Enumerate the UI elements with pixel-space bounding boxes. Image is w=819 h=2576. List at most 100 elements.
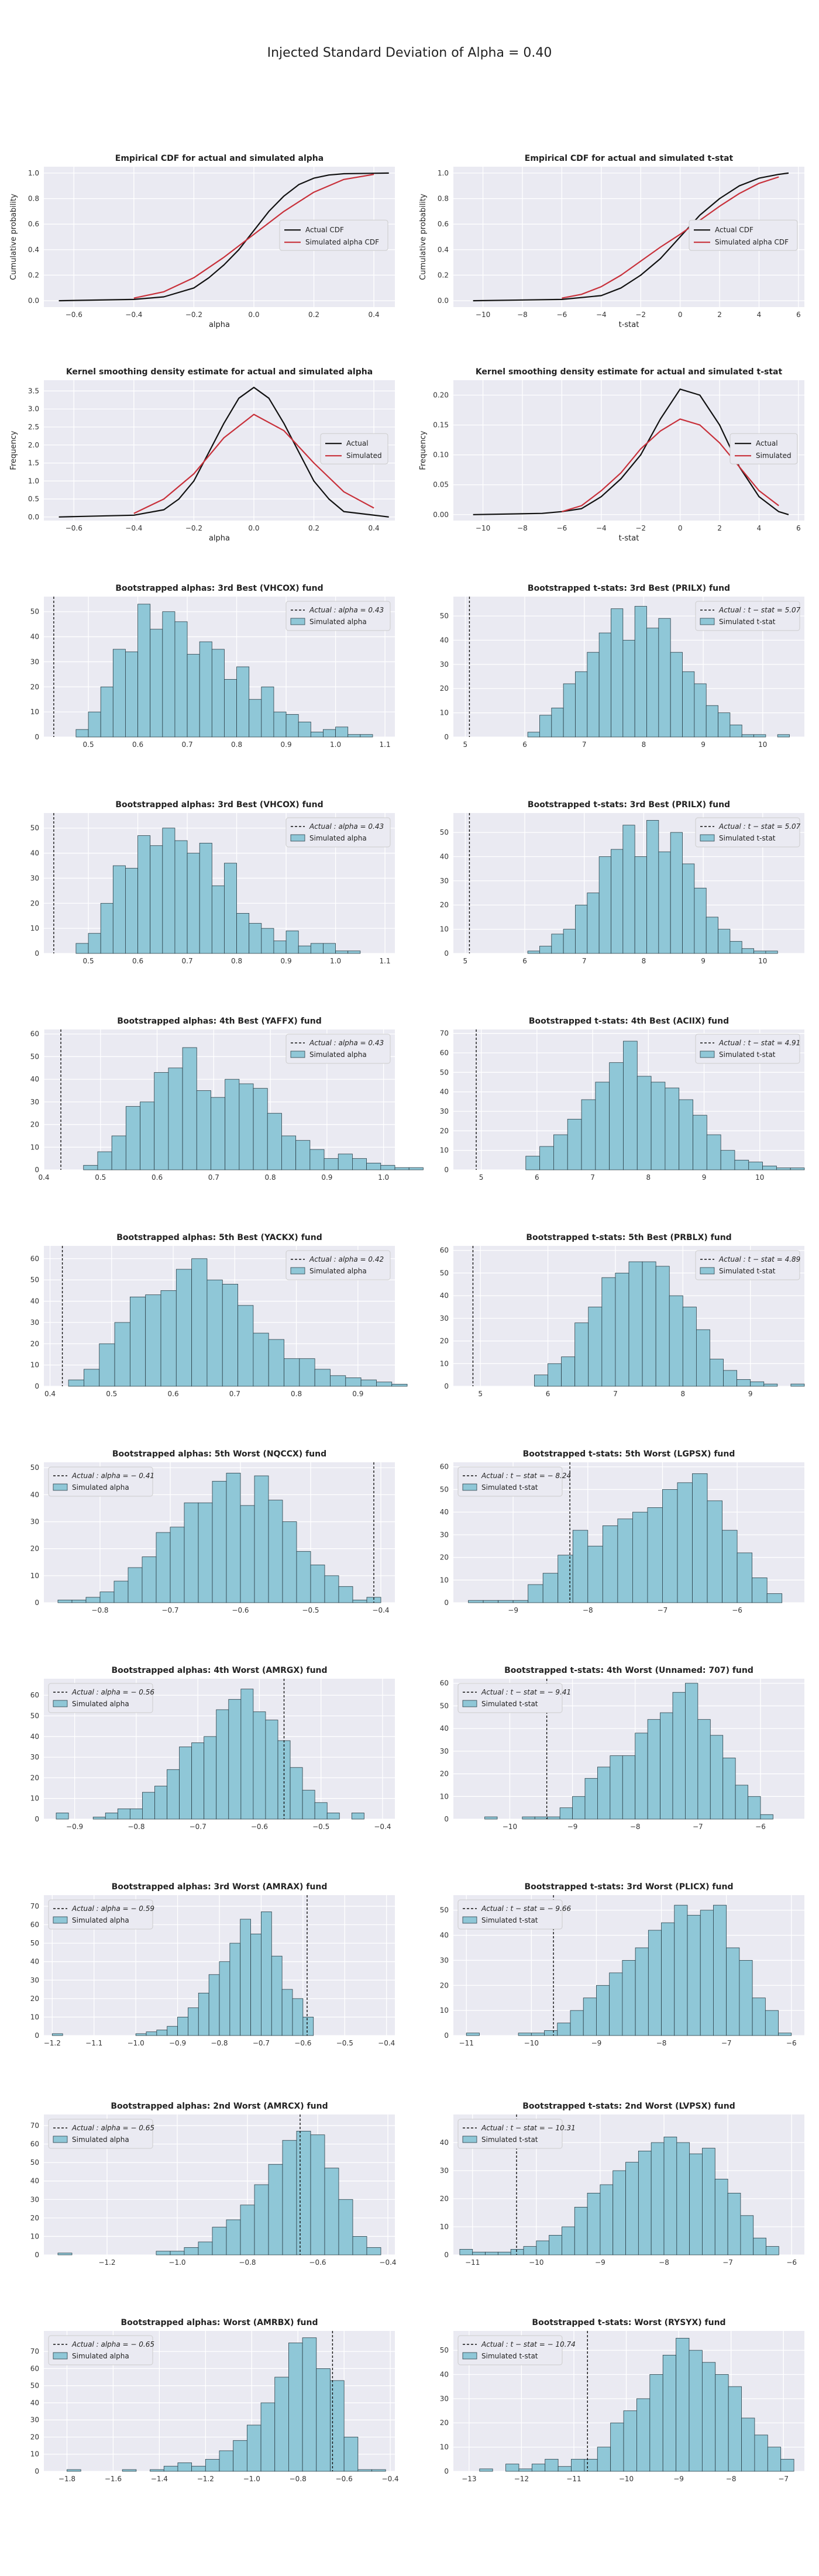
x-tick-label: 0.4 bbox=[369, 311, 380, 319]
legend-label-simulated: Simulated alpha bbox=[309, 1267, 367, 1275]
histogram-bar bbox=[753, 734, 766, 738]
histogram-bar bbox=[394, 1167, 410, 1170]
x-axis-label: t-stat bbox=[619, 534, 639, 543]
chart-19: Bootstrapped alphas: 2nd Worst (AMRCX) f… bbox=[30, 2102, 397, 2267]
y-tick-label: 0 bbox=[35, 2031, 39, 2040]
histogram-bar bbox=[670, 832, 683, 954]
histogram-bar bbox=[352, 2236, 367, 2255]
legend-label-actual: Actual : t − stat = 4.91 bbox=[718, 1039, 800, 1047]
histogram-bar bbox=[622, 640, 635, 738]
histogram-bar bbox=[92, 1817, 106, 1820]
x-tick-label: −4 bbox=[596, 311, 607, 319]
histogram-bar bbox=[741, 2417, 755, 2472]
chart-4: Kernel smoothing density estimate for ac… bbox=[419, 367, 804, 543]
chart-3: Kernel smoothing density estimate for ac… bbox=[9, 367, 395, 543]
histogram-bar bbox=[523, 2246, 537, 2255]
histogram-bar bbox=[335, 950, 349, 954]
histogram-bar bbox=[253, 1332, 269, 1387]
histogram-bar bbox=[323, 943, 336, 954]
histogram-bar bbox=[765, 950, 778, 954]
x-tick-label: −1.4 bbox=[151, 2475, 168, 2483]
histogram-bar bbox=[763, 1383, 778, 1387]
chart-title: Bootstrapped t-stats: 4th Worst (Unnamed… bbox=[504, 1666, 753, 1675]
x-tick-label: −0.4 bbox=[382, 2475, 399, 2483]
histogram-bar bbox=[539, 946, 552, 954]
x-tick-label: −9 bbox=[591, 2039, 602, 2047]
histogram-bar bbox=[689, 2153, 703, 2255]
histogram-bar bbox=[226, 1473, 241, 1603]
y-tick-label: 20 bbox=[30, 1121, 39, 1129]
legend-label-simulated: Simulated alpha bbox=[309, 834, 367, 842]
y-tick-label: 40 bbox=[30, 1958, 39, 1966]
histogram-bar bbox=[198, 1992, 209, 2036]
legend-box bbox=[285, 817, 391, 848]
x-tick-label: −0.6 bbox=[66, 311, 82, 319]
legend-label-actual: Actual : alpha = − 0.41 bbox=[71, 1472, 154, 1480]
histogram-bar bbox=[380, 1165, 395, 1170]
x-tick-label: −10 bbox=[529, 2258, 543, 2267]
histogram-bar bbox=[145, 1294, 161, 1387]
histogram-bar bbox=[233, 2440, 247, 2472]
y-tick-label: 40 bbox=[30, 1297, 39, 1306]
histogram-bar bbox=[527, 950, 540, 954]
y-tick-label: 50 bbox=[30, 608, 39, 616]
x-tick-label: −10 bbox=[619, 2475, 634, 2483]
histogram-bar bbox=[534, 1816, 548, 1820]
histogram-bar bbox=[766, 2246, 779, 2255]
histogram-bar bbox=[142, 1792, 155, 1820]
x-tick-label: −6 bbox=[557, 524, 567, 532]
histogram-bar bbox=[163, 2465, 178, 2472]
y-tick-label: 1.0 bbox=[28, 477, 39, 485]
x-tick-label: −0.6 bbox=[309, 2258, 326, 2267]
histogram-bar bbox=[706, 705, 718, 738]
histogram-bar bbox=[391, 1383, 408, 1387]
histogram-bar bbox=[335, 726, 349, 738]
x-tick-label: −0.7 bbox=[161, 1606, 178, 1614]
y-tick-label: 0.4 bbox=[438, 246, 449, 254]
histogram-bar bbox=[240, 1919, 251, 2036]
x-tick-label: −1.0 bbox=[128, 2039, 144, 2047]
histogram-bar bbox=[572, 1796, 586, 1820]
legend-label-actual: Actual : t − stat = − 10.31 bbox=[481, 2124, 576, 2132]
histogram-bar bbox=[268, 1500, 283, 1603]
histogram-bar bbox=[184, 1502, 199, 1603]
histogram-bar bbox=[670, 652, 683, 738]
chart-6: Bootstrapped t-stats: 3rd Best (PRILX) f… bbox=[440, 584, 804, 749]
y-tick-label: 10 bbox=[30, 924, 39, 932]
y-tick-label: 20 bbox=[30, 1339, 39, 1348]
legend-swatch bbox=[290, 834, 305, 842]
histogram-bar bbox=[587, 2192, 601, 2255]
y-tick-label: 10 bbox=[30, 1361, 39, 1369]
histogram-bar bbox=[635, 1733, 648, 1820]
series-line-1 bbox=[58, 172, 389, 302]
y-tick-label: 0 bbox=[35, 733, 39, 741]
x-tick-label: 0.6 bbox=[152, 1173, 163, 1182]
legend-box bbox=[48, 1683, 153, 1713]
legend-box bbox=[457, 1683, 563, 1713]
histogram-bar bbox=[254, 1475, 269, 1603]
histogram-bar bbox=[170, 2251, 185, 2255]
histogram-bar bbox=[713, 1905, 727, 2036]
histogram-bar bbox=[83, 1165, 98, 1170]
histogram-bar bbox=[750, 1381, 765, 1387]
histogram-bar bbox=[100, 903, 113, 954]
histogram-bar bbox=[281, 1135, 297, 1170]
histogram-bar bbox=[253, 1088, 268, 1170]
chart-title: Bootstrapped alphas: 5th Best (YACKX) fu… bbox=[116, 1233, 322, 1242]
y-tick-label: 40 bbox=[440, 636, 449, 644]
histogram-bar bbox=[726, 1947, 740, 2036]
histogram-bar bbox=[290, 1767, 303, 1820]
y-tick-label: 30 bbox=[440, 1107, 449, 1115]
x-tick-label: −0.5 bbox=[312, 1823, 329, 1831]
legend-swatch bbox=[462, 1700, 477, 1707]
histogram-bar bbox=[706, 917, 718, 954]
histogram-bar bbox=[285, 714, 299, 738]
histogram-bar bbox=[762, 1165, 777, 1170]
y-tick-label: 0 bbox=[444, 1382, 449, 1390]
chart-18: Bootstrapped t-stats: 3rd Worst (PLICX) … bbox=[440, 1882, 804, 2047]
y-tick-label: 60 bbox=[30, 2140, 39, 2148]
histogram-bar bbox=[57, 2253, 73, 2255]
series-line-1 bbox=[58, 387, 389, 518]
histogram-bar bbox=[642, 1261, 656, 1387]
histogram-bar bbox=[544, 2030, 558, 2036]
